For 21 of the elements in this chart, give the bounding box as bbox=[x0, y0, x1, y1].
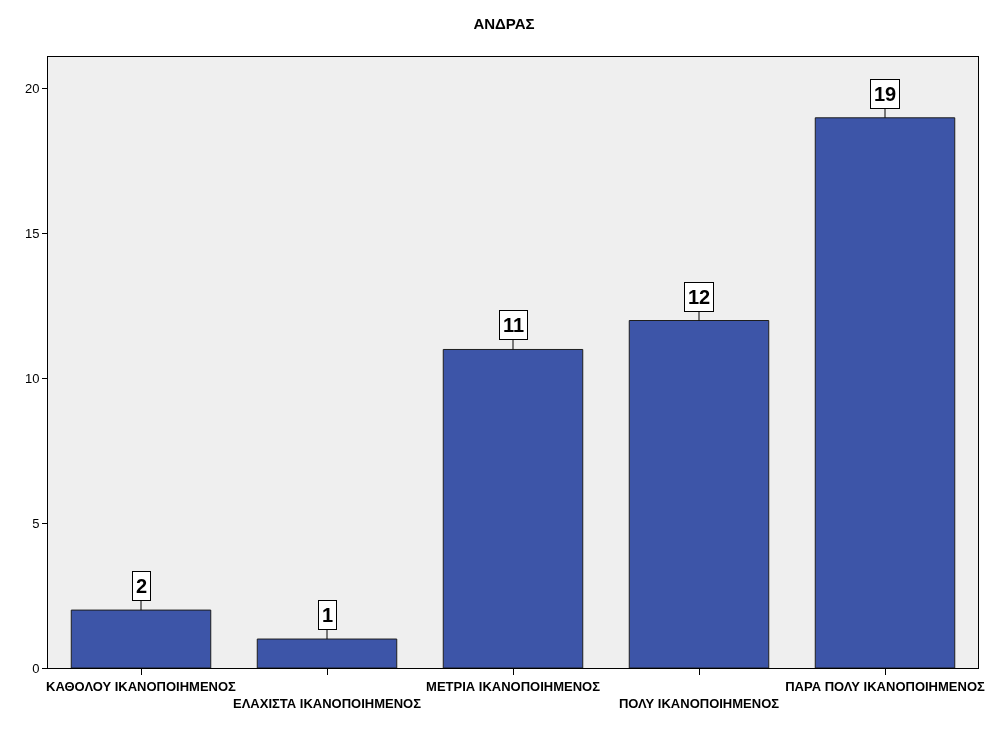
x-tick-label: ΜΕΤΡΙΑ ΙΚΑΝΟΠΟΙΗΜΕΝΟΣ bbox=[426, 678, 601, 694]
x-tick-label: ΕΛΑΧΙΣΤΑ ΙΚΑΝΟΠΟΙΗΜΕΝΟΣ bbox=[233, 695, 422, 711]
x-tick-label: ΠΑΡΑ ΠΟΛΥ ΙΚΑΝΟΠΟΙΗΜΕΝΟΣ bbox=[785, 678, 985, 694]
bar bbox=[442, 348, 584, 668]
chart-title: ΑΝΔΡΑΣ bbox=[473, 15, 535, 33]
data-label: 19 bbox=[874, 83, 897, 105]
bar bbox=[70, 609, 212, 668]
y-tick-label: 5 bbox=[32, 515, 40, 531]
bar bbox=[628, 320, 770, 668]
x-tick-label: ΚΑΘΟΛΟΥ ΙΚΑΝΟΠΟΙΗΜΕΝΟΣ bbox=[46, 678, 237, 694]
y-tick-label: 0 bbox=[32, 660, 40, 676]
bar bbox=[814, 117, 956, 668]
bar bbox=[256, 638, 398, 668]
x-tick-label: ΠΟΛΥ ΙΚΑΝΟΠΟΙΗΜΕΝΟΣ bbox=[618, 695, 780, 711]
y-tick-label: 20 bbox=[24, 81, 40, 97]
data-label: 1 bbox=[322, 604, 334, 626]
y-tick-label: 15 bbox=[24, 226, 40, 242]
data-label: 2 bbox=[136, 575, 148, 597]
data-label: 11 bbox=[503, 314, 525, 336]
data-label: 12 bbox=[688, 286, 711, 308]
y-tick-label: 10 bbox=[24, 370, 40, 386]
